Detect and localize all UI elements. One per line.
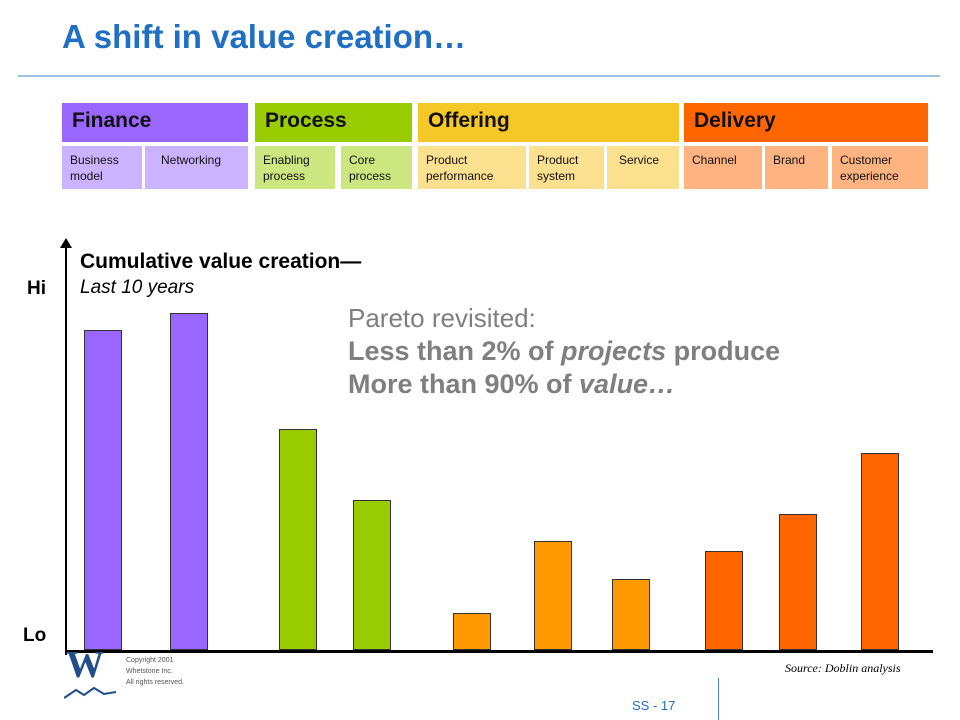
subcategory-enabling-process: Enabling process	[255, 146, 335, 189]
subcategory-brand: Brand	[765, 146, 828, 189]
category-header-delivery: Delivery	[684, 103, 928, 142]
y-axis-arrow	[60, 238, 72, 248]
subcategory-product-system: Product system	[529, 146, 604, 189]
category-header-offering: Offering	[418, 103, 679, 142]
bar-customer-experience	[861, 453, 899, 650]
callout-line-2: Less than 2% of projects produce	[348, 336, 781, 366]
subcategory-business-model: Business model	[62, 146, 142, 189]
x-axis	[65, 650, 933, 653]
logo-mountain-icon	[64, 686, 116, 699]
title-divider	[18, 75, 940, 77]
subcategory-product-performance: Product performance	[418, 146, 526, 189]
callout-line-3: More than 90% of value…	[348, 369, 676, 399]
bar-business-model	[84, 330, 122, 650]
subcategory-core-process: Core process	[341, 146, 412, 189]
category-header-process: Process	[255, 103, 412, 142]
bar-brand	[779, 514, 817, 650]
bar-enabling-process	[279, 429, 317, 650]
bar-core-process	[353, 500, 391, 650]
whetstone-logo: W	[66, 644, 104, 686]
y-axis	[65, 245, 67, 655]
callout-line-1: Pareto revisited:	[348, 303, 536, 333]
source-note: Source: Doblin analysis	[785, 661, 901, 675]
subcategory-channel: Channel	[684, 146, 762, 189]
subcategory-customer-experience: Customer experience	[832, 146, 928, 189]
chart-subtitle: Last 10 years	[80, 277, 195, 298]
subcategory-service: Service	[607, 146, 679, 189]
category-header-finance: Finance	[62, 103, 248, 142]
page-number: SS - 17	[632, 698, 676, 713]
bar-channel	[705, 551, 743, 650]
y-axis-hi-label: Hi	[27, 278, 46, 299]
bar-product-performance	[453, 613, 491, 650]
pareto-callout: Pareto revisited: Less than 2% of projec…	[348, 303, 780, 400]
footer-divider	[718, 678, 719, 720]
chart-title: Cumulative value creation—	[80, 250, 362, 273]
y-axis-lo-label: Lo	[23, 625, 47, 646]
bar-product-system	[534, 541, 572, 650]
bar-networking	[170, 313, 208, 650]
copyright-text: Copyright 2001 Whetstone Inc. All rights…	[126, 657, 184, 686]
subcategory-networking: Networking	[145, 146, 248, 189]
slide-title: A shift in value creation…	[62, 18, 467, 55]
bar-service	[612, 579, 650, 650]
